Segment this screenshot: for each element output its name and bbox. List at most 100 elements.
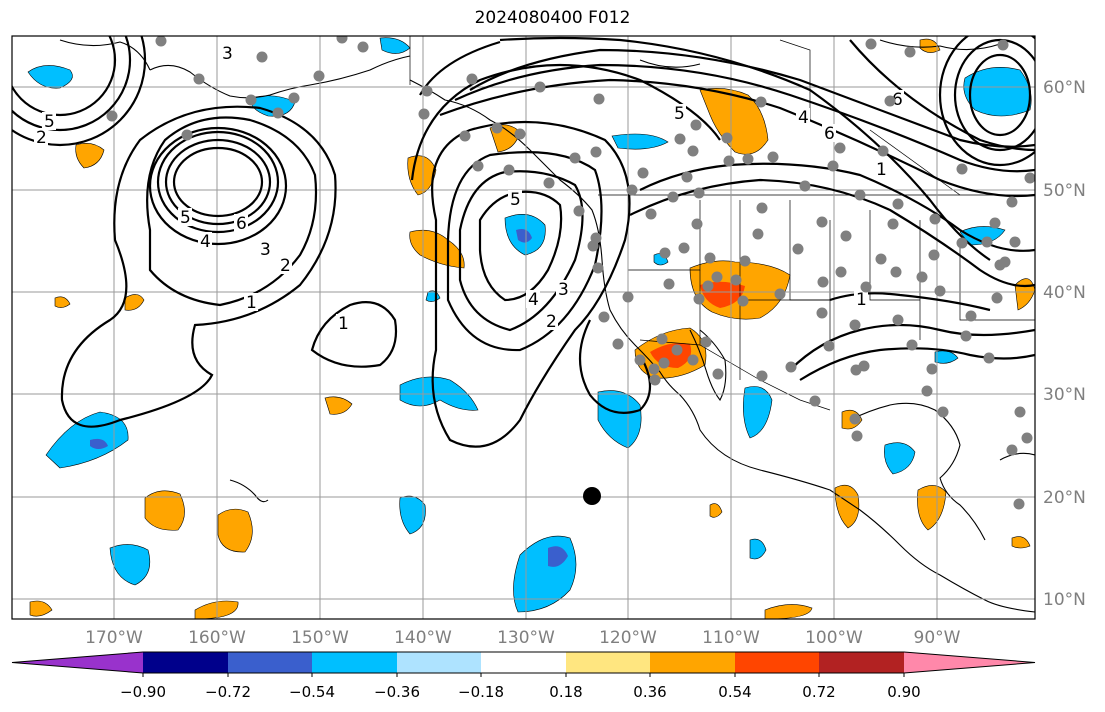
- station-dot: [418, 108, 430, 120]
- station-dot: [767, 151, 779, 163]
- station-dot: [721, 132, 733, 144]
- station-dot: [357, 41, 369, 53]
- contour-label: 4: [798, 108, 809, 128]
- colorbar-segment: [481, 652, 566, 673]
- colorbar-tick-label: 0.72: [802, 683, 835, 701]
- station-dot: [592, 262, 604, 274]
- station-dot: [989, 217, 1001, 229]
- colorbar-tick-label: 0.54: [718, 683, 751, 701]
- lat-label: 60°N: [1043, 78, 1086, 98]
- station-dot: [965, 310, 977, 322]
- station-dot: [466, 73, 478, 85]
- station-dot: [827, 160, 839, 172]
- station-dot: [106, 110, 118, 122]
- contour-labels: 1 2 3 4 5 6 1 2 3 4 5 1 2 3: [34, 44, 904, 334]
- station-dot: [858, 360, 870, 372]
- station-dot: [816, 216, 828, 228]
- station-dot: [849, 413, 861, 425]
- colorbar-segment: [228, 652, 312, 673]
- station-dot: [181, 129, 193, 141]
- station-dot: [981, 236, 993, 248]
- colorbar-tick-label: −0.72: [205, 683, 251, 701]
- station-dot: [865, 38, 877, 50]
- colorbar-extend-min: [12, 652, 143, 673]
- station-dot: [956, 163, 968, 175]
- station-dot: [573, 205, 585, 217]
- station-dot: [648, 363, 660, 375]
- station-dot: [593, 93, 605, 105]
- station-dot: [590, 146, 602, 158]
- station-dot: [997, 39, 1009, 51]
- station-dot: [622, 291, 634, 303]
- station-dot: [687, 354, 699, 366]
- station-dot: [674, 133, 686, 145]
- station-dot: [884, 95, 896, 107]
- lon-label: 100°W: [805, 628, 863, 648]
- contour-label: 5: [510, 190, 521, 210]
- station-dot: [671, 344, 683, 356]
- station-dot: [693, 187, 705, 199]
- station-dot: [693, 293, 705, 305]
- station-dot: [875, 253, 887, 265]
- station-dot: [667, 191, 679, 203]
- station-dot: [256, 51, 268, 63]
- station-dot: [774, 288, 786, 300]
- station-dot: [534, 81, 546, 93]
- station-dot: [928, 249, 940, 261]
- station-dot: [892, 314, 904, 326]
- station-dot: [155, 36, 167, 47]
- station-dot: [929, 213, 941, 225]
- colorbar-segment: [397, 652, 481, 673]
- station-dot: [890, 266, 902, 278]
- colorbar-segment: [819, 652, 904, 673]
- station-dot: [983, 352, 995, 364]
- contour-label: 1: [338, 314, 349, 334]
- colorbar-tick-label: 0.36: [633, 683, 666, 701]
- colorbar: [11, 651, 1036, 677]
- station-dot: [659, 247, 671, 259]
- station-dot: [755, 96, 767, 108]
- lon-label: 150°W: [291, 628, 349, 648]
- colorbar-segment: [735, 652, 819, 673]
- contour-label: 2: [36, 128, 47, 148]
- station-dot: [459, 130, 471, 142]
- station-dot: [849, 319, 861, 331]
- lon-label: 90°W: [914, 628, 961, 648]
- station-dot: [1024, 172, 1035, 184]
- station-dot: [193, 73, 205, 85]
- lat-label: 40°N: [1043, 283, 1086, 303]
- lon-label: 170°W: [85, 628, 143, 648]
- contour-label: 1: [876, 160, 887, 180]
- station-dot: [313, 70, 325, 82]
- map-frame: [11, 35, 1036, 620]
- station-dot: [272, 107, 284, 119]
- station-dot: [934, 285, 946, 297]
- contour-label: 6: [236, 214, 247, 234]
- lon-label: 160°W: [188, 628, 246, 648]
- station-dot: [817, 276, 829, 288]
- colorbar-tick-label: 0.90: [887, 683, 920, 701]
- station-dot: [926, 363, 938, 375]
- contour-label: 4: [528, 290, 539, 310]
- station-dot: [702, 280, 714, 292]
- station-dot: [663, 278, 675, 290]
- station-dot: [785, 361, 797, 373]
- station-dot: [921, 385, 933, 397]
- colorbar-segment: [143, 652, 228, 673]
- station-dot: [851, 430, 863, 442]
- station-dot: [792, 243, 804, 255]
- station-dot: [799, 180, 811, 192]
- station-dot: [835, 266, 847, 278]
- station-dot: [823, 340, 835, 352]
- storm-center-marker: [583, 487, 601, 505]
- map-title: 2024080400 F012: [474, 8, 631, 28]
- station-dot: [704, 252, 716, 264]
- station-dot: [637, 167, 649, 179]
- contour-label: 6: [892, 90, 903, 110]
- colorbar-tick-labels: −0.90 −0.72 −0.54 −0.36 −0.18 0.18 0.36 …: [120, 683, 921, 701]
- colorbar-segment: [650, 652, 735, 673]
- station-dot: [656, 333, 668, 345]
- latitude-labels: 60°N 50°N 40°N 30°N 20°N 10°N: [1043, 78, 1086, 610]
- contour-lines: [12, 36, 1035, 448]
